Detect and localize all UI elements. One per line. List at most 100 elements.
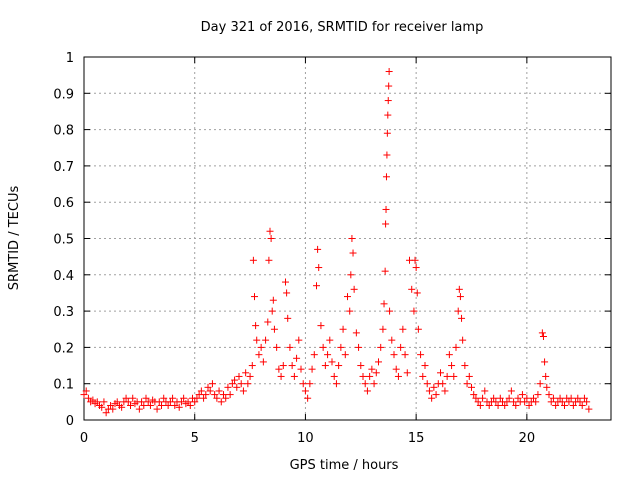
data-point (135, 405, 143, 413)
data-point (248, 362, 256, 370)
data-point (321, 362, 329, 370)
x-axis-label: GPS time / hours (290, 458, 399, 473)
data-point (384, 111, 392, 119)
data-point (180, 394, 188, 402)
data-point (382, 220, 390, 228)
data-point (545, 391, 553, 399)
data-point (401, 351, 409, 359)
data-point (283, 289, 291, 297)
data-point (368, 365, 376, 373)
data-point (465, 372, 473, 380)
data-point (521, 398, 529, 406)
data-point (385, 82, 393, 90)
y-tick-label: 0.7 (53, 160, 74, 175)
data-point (235, 372, 243, 380)
data-point (363, 387, 371, 395)
data-point (472, 394, 480, 402)
data-point (295, 336, 303, 344)
data-point (222, 394, 230, 402)
data-point (485, 401, 493, 409)
data-point (206, 387, 214, 395)
data-point (392, 365, 400, 373)
data-point (158, 401, 165, 409)
data-point (142, 394, 150, 402)
data-point (273, 343, 281, 351)
data-point (547, 398, 555, 406)
y-tick-label: 0.1 (53, 378, 74, 393)
data-point (208, 380, 216, 388)
data-point (184, 398, 192, 406)
data-point (492, 398, 500, 406)
data-point (445, 351, 453, 359)
y-tick-label: 0 (66, 414, 74, 429)
data-point (140, 401, 148, 409)
data-point (585, 405, 593, 413)
data-point (231, 376, 239, 384)
data-point (556, 394, 564, 402)
data-point (523, 394, 531, 402)
data-point (514, 394, 522, 402)
data-point (217, 398, 225, 406)
data-point (386, 307, 394, 315)
data-point (534, 391, 542, 399)
data-point (494, 401, 502, 409)
data-point (578, 401, 586, 409)
data-point (122, 394, 130, 402)
data-point (257, 343, 265, 351)
data-point (399, 325, 407, 333)
data-point (138, 398, 146, 406)
data-point (501, 401, 509, 409)
data-point (448, 362, 456, 370)
x-tick-label: 5 (191, 431, 199, 446)
data-point (100, 398, 108, 406)
data-point (267, 235, 275, 242)
data-point (171, 401, 179, 409)
data-point (394, 372, 402, 380)
data-point (275, 365, 283, 373)
data-point (530, 394, 537, 402)
data-point (543, 383, 551, 391)
data-point (512, 401, 520, 409)
data-point (383, 129, 391, 137)
data-point (382, 173, 390, 181)
data-point (153, 405, 161, 413)
data-point (349, 249, 357, 257)
data-point (169, 394, 177, 402)
data-point (202, 391, 210, 399)
data-point (197, 387, 205, 395)
data-point (357, 362, 365, 370)
data-point (538, 329, 546, 337)
data-point (332, 380, 340, 388)
data-point (220, 391, 227, 399)
data-point (262, 336, 270, 344)
data-point (525, 401, 533, 409)
data-point (98, 403, 106, 411)
data-point (390, 351, 398, 359)
data-point (439, 380, 447, 388)
data-point (129, 394, 137, 402)
data-point (430, 383, 438, 391)
data-point (344, 293, 351, 301)
data-point (428, 394, 436, 402)
data-point (186, 401, 194, 409)
data-point (314, 245, 322, 253)
data-point (474, 398, 482, 406)
data-point (330, 372, 338, 380)
data-point (195, 391, 203, 399)
y-tick-label: 1 (66, 51, 74, 66)
data-point (335, 362, 343, 370)
data-point (507, 387, 515, 395)
data-point (413, 289, 421, 297)
data-point (284, 314, 292, 322)
data-point (411, 256, 419, 264)
data-point (127, 401, 134, 409)
y-tick-label: 0.4 (53, 269, 74, 284)
data-point (456, 293, 464, 301)
data-point (350, 285, 358, 293)
data-point (301, 387, 309, 395)
data-point (461, 362, 469, 370)
data-point (102, 409, 110, 417)
data-point (569, 401, 577, 409)
y-tick-label: 0.5 (53, 233, 74, 248)
